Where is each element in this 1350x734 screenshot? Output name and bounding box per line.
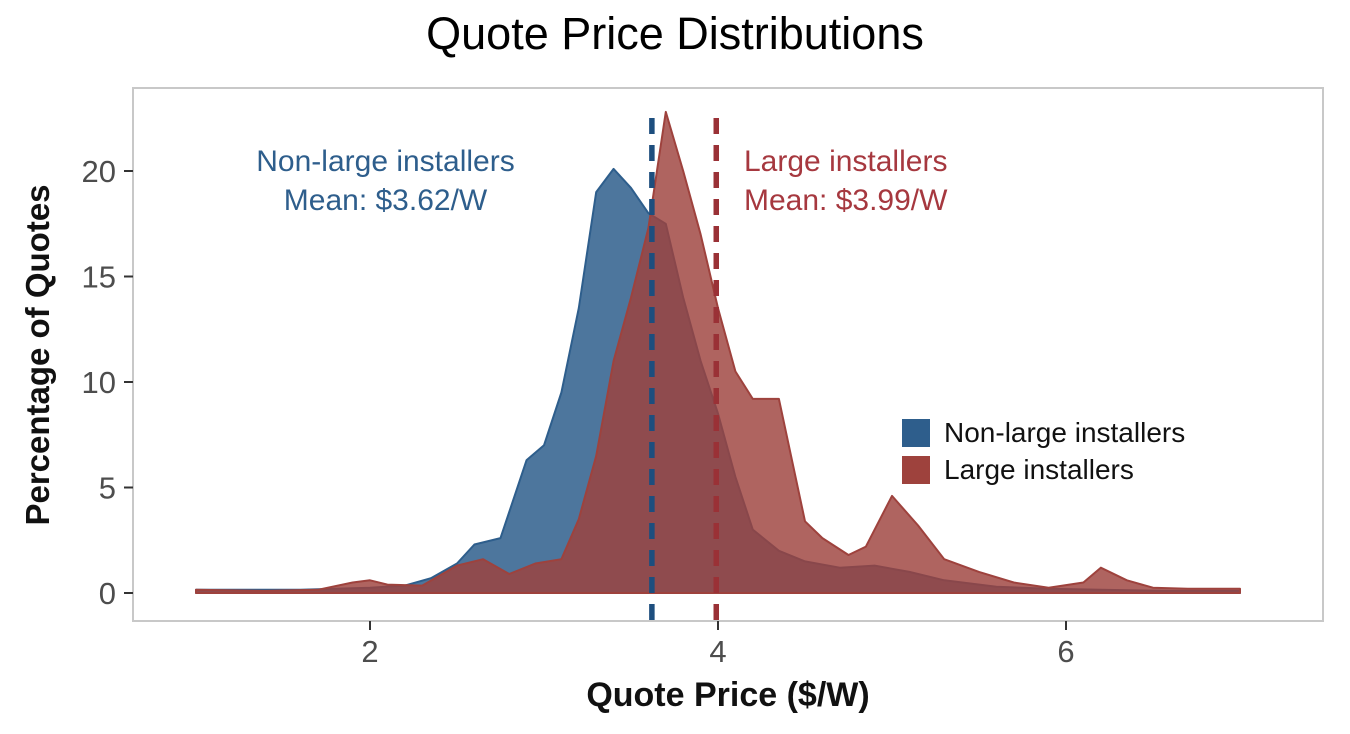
annotation-non-large-mean: Mean: $3.62/W (283, 184, 488, 217)
chart-title: Quote Price Distributions (426, 8, 924, 59)
annotation-non-large-name: Non-large installers (256, 145, 515, 178)
annotation-large-mean: Mean: $3.99/W (744, 184, 948, 217)
annotation-large: Large installers Mean: $3.99/W (744, 142, 947, 220)
plot-frame (132, 87, 1324, 622)
legend-swatch-large-icon (902, 455, 930, 484)
y-tick-label: 0 (99, 576, 116, 611)
legend: Non-large installers Large installers (902, 414, 1185, 488)
legend-swatch-non-large-icon (902, 418, 930, 447)
y-axis-label: Percentage of Quotes (19, 184, 56, 526)
annotation-large-name: Large installers (744, 145, 948, 178)
legend-row-large: Large installers (902, 451, 1185, 488)
x-tick-label: 2 (361, 634, 378, 669)
x-tick-label: 4 (709, 634, 726, 669)
x-tick-label: 6 (1057, 634, 1074, 669)
legend-label-large: Large installers (944, 453, 1134, 485)
y-tick-label: 15 (82, 260, 116, 295)
y-tick-label: 20 (82, 154, 116, 189)
legend-label-non-large: Non-large installers (944, 416, 1186, 448)
legend-row-non-large: Non-large installers (902, 414, 1185, 451)
annotation-non-large: Non-large installers Mean: $3.62/W (238, 142, 533, 220)
x-axis-label: Quote Price ($/W) (586, 676, 870, 714)
y-tick-label: 10 (82, 365, 116, 400)
y-tick-label: 5 (99, 471, 116, 506)
